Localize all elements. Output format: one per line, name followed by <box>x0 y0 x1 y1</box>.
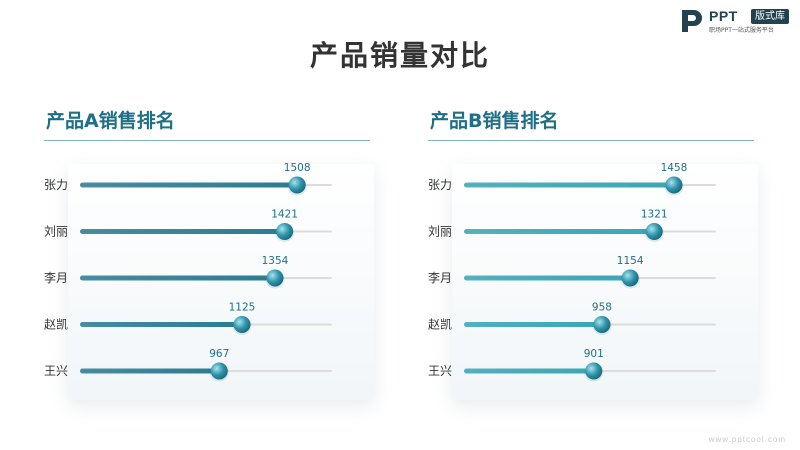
category-label: 张力 <box>428 178 452 192</box>
logo-p-icon <box>682 10 702 32</box>
value-label: 1321 <box>641 209 668 221</box>
panel-background <box>68 164 374 400</box>
category-label: 刘丽 <box>428 225 452 239</box>
category-label: 张力 <box>44 178 68 192</box>
panel-product-b: 产品B销售排名 张力 1458 刘丽 1321 李月 1154 赵凯 958 王兴 901 <box>428 102 758 402</box>
value-knob <box>645 223 663 240</box>
bar <box>80 229 285 234</box>
category-label: 王兴 <box>428 364 452 378</box>
panel-product-a: 产品A销售排名 张力 1508 刘丽 1421 李月 1354 赵凯 1125 王兴 967 <box>44 102 374 402</box>
value-label: 1458 <box>661 162 688 174</box>
bar <box>464 229 655 234</box>
value-label: 1421 <box>271 209 298 221</box>
logo-badge: 版式库 <box>751 9 789 24</box>
bar <box>80 275 275 281</box>
panel-title-a: 产品A销售排名 <box>46 110 175 132</box>
value-knob <box>266 269 284 287</box>
value-label: 1154 <box>617 255 644 267</box>
bar <box>464 368 594 374</box>
brand-logo: PPT 版式库 职场PPT一站式服务平台 <box>679 8 794 36</box>
value-label: 901 <box>584 348 604 360</box>
bar <box>464 322 602 327</box>
value-knob <box>585 362 603 380</box>
category-label: 李月 <box>428 270 452 285</box>
category-label: 赵凯 <box>428 318 452 332</box>
category-label: 王兴 <box>44 364 68 378</box>
value-label: 1508 <box>284 162 311 174</box>
category-label: 赵凯 <box>44 318 68 332</box>
value-knob <box>288 176 306 194</box>
value-label: 1354 <box>262 255 289 267</box>
logo-brand: PPT <box>709 8 738 24</box>
category-label: 刘丽 <box>44 225 68 239</box>
bar <box>464 182 674 188</box>
page-title: 产品销量对比 <box>309 39 490 72</box>
panel-divider <box>428 140 754 141</box>
chart-product-a: 张力 1508 刘丽 1421 李月 1354 赵凯 1125 王兴 967 <box>44 162 332 382</box>
panel-title-b: 产品B销售排名 <box>430 110 559 132</box>
value-label: 958 <box>592 302 612 314</box>
value-knob <box>276 223 294 240</box>
panel-divider <box>44 140 370 141</box>
chart-product-b: 张力 1458 刘丽 1321 李月 1154 赵凯 958 王兴 901 <box>428 162 716 382</box>
bar <box>80 322 242 327</box>
panel-background <box>452 164 758 400</box>
value-knob <box>593 316 611 333</box>
value-label: 967 <box>209 348 229 360</box>
bar <box>464 275 631 281</box>
footer-url: www.pptcool.com <box>708 435 786 444</box>
category-label: 李月 <box>44 270 68 285</box>
value-knob <box>210 362 228 380</box>
logo-tagline: 职场PPT一站式服务平台 <box>709 27 774 34</box>
value-knob <box>621 269 639 287</box>
value-knob <box>233 316 251 333</box>
value-label: 1125 <box>229 302 256 314</box>
value-knob <box>665 176 683 194</box>
bar <box>80 368 220 374</box>
bar <box>80 182 298 188</box>
